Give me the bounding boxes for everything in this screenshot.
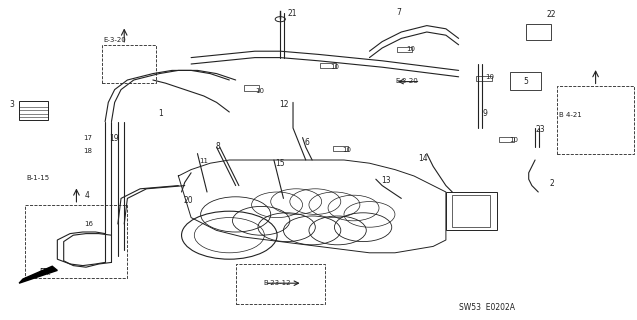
Text: 10: 10 [255, 88, 264, 94]
Bar [25, 205, 127, 278]
Bar [19, 101, 48, 120]
Bar [236, 264, 325, 304]
Text: 22: 22 [547, 10, 556, 19]
Polygon shape [19, 266, 57, 283]
Text: B-1-15: B-1-15 [27, 175, 50, 180]
Text: 15: 15 [275, 159, 285, 168]
Bar [510, 72, 541, 90]
Text: 7: 7 [396, 8, 401, 17]
Text: FR.: FR. [39, 268, 52, 277]
Text: 19: 19 [110, 134, 119, 143]
Text: E-3-20: E-3-20 [104, 37, 127, 43]
Text: 10: 10 [330, 64, 339, 70]
Bar [526, 24, 551, 40]
Text: 5: 5 [524, 77, 529, 86]
Text: 20: 20 [183, 196, 193, 204]
Bar [320, 63, 336, 68]
Bar [499, 137, 514, 142]
Text: 12: 12 [279, 100, 289, 109]
Bar [397, 47, 412, 52]
Text: 13: 13 [381, 176, 390, 185]
Text: SW53  E0202A: SW53 E0202A [459, 303, 515, 312]
Text: 23: 23 [535, 125, 545, 134]
Text: B 4-21: B 4-21 [559, 112, 582, 118]
Bar [102, 45, 156, 83]
Text: 3: 3 [10, 100, 15, 109]
Text: 10: 10 [485, 75, 494, 80]
Text: 10: 10 [343, 148, 352, 153]
Text: 18: 18 [83, 148, 92, 154]
Bar [333, 146, 348, 151]
Text: 9: 9 [483, 109, 488, 118]
Text: B-23-12: B-23-12 [263, 280, 290, 286]
Bar [557, 86, 634, 154]
Text: 6: 6 [304, 138, 310, 147]
Text: 17: 17 [83, 135, 92, 141]
Bar [452, 195, 490, 227]
Text: 11: 11 [199, 158, 208, 164]
Text: 10: 10 [510, 137, 519, 143]
Text: 21: 21 [288, 9, 297, 18]
Text: E-3-20: E-3-20 [395, 78, 418, 84]
Bar [244, 85, 259, 91]
Text: 16: 16 [84, 221, 93, 227]
Text: 14: 14 [419, 154, 428, 163]
Text: 1: 1 [158, 109, 162, 118]
Bar [476, 76, 492, 81]
Text: 10: 10 [406, 46, 415, 52]
Bar [446, 192, 497, 230]
Text: 2: 2 [549, 179, 554, 188]
Text: 4: 4 [85, 191, 90, 200]
Text: 8: 8 [215, 142, 220, 151]
